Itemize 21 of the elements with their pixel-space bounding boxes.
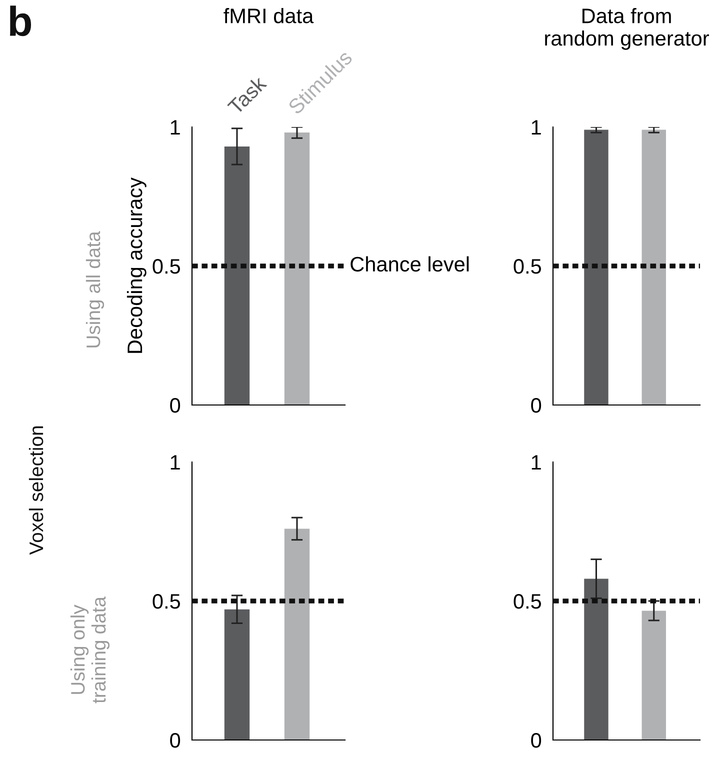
chart-title: Data from random generator xyxy=(545,8,709,50)
text: b xyxy=(10,6,32,36)
y-tick-label: 1 xyxy=(532,120,541,135)
text: Using all data xyxy=(86,231,104,348)
y-axis-title: Decoding accuracy xyxy=(126,177,146,353)
y-tick-label: 0 xyxy=(170,733,180,748)
ref-line-label: Chance level xyxy=(350,256,469,272)
y-tick-label: 0.5 xyxy=(152,259,180,274)
text: Using only training data xyxy=(70,596,110,704)
chart-title: fMRI data xyxy=(224,8,314,24)
y-tick-label: 0 xyxy=(170,398,180,413)
y-tick-label: 1 xyxy=(170,120,180,135)
y-tick-label: 0 xyxy=(531,733,542,748)
y-tick-label: 1 xyxy=(532,455,541,470)
y-tick-label: 0.5 xyxy=(152,594,180,609)
y-tick-label: 0 xyxy=(531,398,542,413)
x-tick-label: Task xyxy=(226,74,268,116)
y-tick-label: 0.5 xyxy=(514,259,542,274)
y-tick-label: 1 xyxy=(170,455,180,470)
y-tick-label: 0.5 xyxy=(514,594,542,609)
text: Voxel selection xyxy=(28,426,44,555)
